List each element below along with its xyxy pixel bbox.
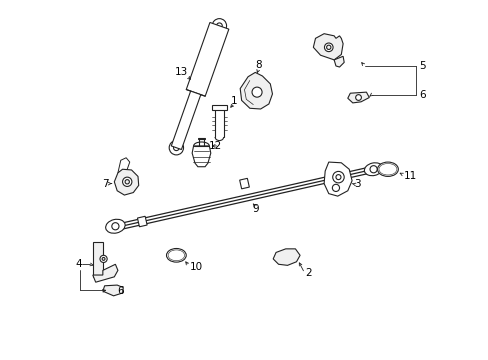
Ellipse shape: [377, 162, 398, 176]
Polygon shape: [93, 264, 118, 282]
Polygon shape: [192, 146, 210, 167]
Circle shape: [216, 23, 222, 29]
Circle shape: [100, 255, 107, 262]
Polygon shape: [313, 34, 343, 60]
Circle shape: [332, 171, 344, 183]
Circle shape: [212, 19, 226, 33]
Ellipse shape: [378, 163, 396, 175]
Bar: [239, 178, 249, 189]
Circle shape: [326, 45, 330, 49]
Text: 2: 2: [305, 268, 312, 278]
Polygon shape: [186, 22, 228, 96]
Circle shape: [102, 257, 105, 260]
Ellipse shape: [364, 163, 382, 176]
Ellipse shape: [166, 248, 186, 262]
Polygon shape: [212, 105, 226, 110]
Polygon shape: [240, 72, 272, 109]
Polygon shape: [324, 162, 351, 196]
Text: 8: 8: [255, 60, 262, 70]
Polygon shape: [347, 92, 368, 103]
Circle shape: [122, 177, 132, 186]
Text: 13: 13: [175, 67, 188, 77]
Circle shape: [335, 175, 340, 180]
Circle shape: [383, 165, 392, 174]
Polygon shape: [273, 249, 300, 265]
Text: 9: 9: [251, 204, 258, 214]
Text: 10: 10: [190, 262, 203, 272]
Text: 6: 6: [117, 286, 123, 296]
Text: 11: 11: [403, 171, 416, 181]
Circle shape: [332, 184, 339, 192]
Text: 3: 3: [353, 179, 360, 189]
Circle shape: [173, 145, 179, 150]
Polygon shape: [333, 56, 344, 67]
Circle shape: [369, 166, 376, 173]
Circle shape: [169, 140, 183, 155]
Circle shape: [324, 43, 332, 51]
Text: 6: 6: [419, 90, 425, 100]
Ellipse shape: [105, 219, 125, 233]
Circle shape: [251, 87, 262, 97]
Polygon shape: [102, 285, 123, 296]
Text: 5: 5: [419, 61, 425, 71]
Circle shape: [355, 95, 361, 100]
Text: 4: 4: [75, 259, 82, 269]
Text: 7: 7: [102, 179, 108, 189]
Text: 12: 12: [208, 141, 221, 151]
Circle shape: [172, 251, 180, 260]
Ellipse shape: [168, 250, 184, 261]
Circle shape: [125, 180, 129, 184]
Circle shape: [112, 223, 119, 230]
Polygon shape: [114, 169, 139, 195]
Polygon shape: [93, 242, 102, 277]
Bar: [137, 216, 147, 227]
Polygon shape: [171, 91, 201, 149]
Text: 1: 1: [231, 96, 237, 106]
